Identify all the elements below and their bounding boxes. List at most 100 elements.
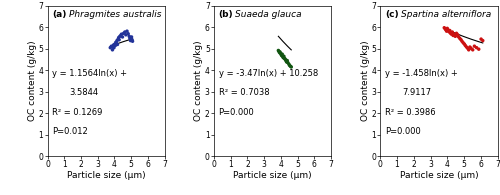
Point <box>108 48 116 51</box>
Point <box>114 36 122 39</box>
Point <box>466 45 474 49</box>
Point <box>277 53 285 56</box>
Text: y = 1.1564ln(x) +: y = 1.1564ln(x) + <box>52 69 127 78</box>
X-axis label: Particle size (μm): Particle size (μm) <box>67 171 146 180</box>
Text: P=0.000: P=0.000 <box>385 128 421 136</box>
Text: (b): (b) <box>218 10 233 19</box>
Point <box>448 30 456 34</box>
Point <box>116 35 124 38</box>
Point <box>452 32 460 35</box>
Point <box>282 58 290 61</box>
Point <box>286 65 294 68</box>
Point <box>444 28 452 31</box>
Text: R² = 0.1269: R² = 0.1269 <box>52 108 102 117</box>
Point <box>284 61 292 64</box>
Point <box>452 35 460 38</box>
Point <box>467 47 475 50</box>
X-axis label: Particle size (μm): Particle size (μm) <box>233 171 312 180</box>
Point <box>112 44 120 47</box>
Point <box>128 38 136 41</box>
Point <box>283 59 291 62</box>
Point <box>459 41 467 44</box>
Point <box>286 64 294 67</box>
Point <box>454 33 462 36</box>
Point <box>278 53 286 56</box>
Point <box>462 45 470 49</box>
Text: y = -1.458ln(x) +: y = -1.458ln(x) + <box>385 69 458 78</box>
Point <box>440 26 448 29</box>
Point <box>122 33 130 36</box>
Y-axis label: OC content (g/kg): OC content (g/kg) <box>361 41 370 121</box>
Point <box>112 41 120 44</box>
Text: (c): (c) <box>385 10 398 19</box>
Point <box>278 54 285 57</box>
Point <box>450 33 458 36</box>
Point <box>470 45 478 48</box>
Point <box>444 27 452 30</box>
Text: y = -3.47ln(x) + 10.258: y = -3.47ln(x) + 10.258 <box>218 69 318 78</box>
Text: P=0.000: P=0.000 <box>218 108 254 117</box>
Point <box>442 27 450 31</box>
Point <box>456 37 464 40</box>
Point <box>276 52 284 55</box>
Point <box>280 57 288 60</box>
Point <box>114 43 122 46</box>
Point <box>279 55 287 58</box>
Point <box>114 37 122 41</box>
Text: 7.9117: 7.9117 <box>402 89 432 98</box>
Point <box>124 32 132 35</box>
Point <box>287 66 295 69</box>
Point <box>449 34 457 37</box>
Point <box>282 60 290 64</box>
Point <box>281 58 289 61</box>
Point <box>121 30 129 34</box>
Point <box>120 32 128 35</box>
Point <box>475 48 483 51</box>
Text: (a): (a) <box>52 10 66 19</box>
Point <box>109 45 117 49</box>
Point <box>118 33 126 36</box>
Point <box>446 32 454 35</box>
Point <box>112 42 120 45</box>
Point <box>113 39 121 42</box>
Point <box>442 30 450 33</box>
Point <box>464 48 472 51</box>
Point <box>282 60 290 63</box>
Point <box>457 38 465 41</box>
Point <box>472 46 480 49</box>
Point <box>106 46 114 49</box>
Point <box>275 50 283 53</box>
Text: Spartina alterniflora: Spartina alterniflora <box>402 10 492 19</box>
Point <box>280 56 287 59</box>
Point <box>446 30 454 34</box>
Point <box>110 43 118 46</box>
Point <box>276 51 284 54</box>
Point <box>477 37 485 41</box>
Point <box>462 44 469 47</box>
Point <box>118 35 126 39</box>
Text: 3.5844: 3.5844 <box>70 89 99 98</box>
Point <box>274 49 282 52</box>
Point <box>464 47 471 50</box>
Point <box>454 35 462 39</box>
Point <box>280 55 288 58</box>
Text: P=0.012: P=0.012 <box>52 128 88 136</box>
Point <box>446 29 454 32</box>
Point <box>285 63 293 66</box>
Point <box>110 46 118 49</box>
Point <box>458 40 466 43</box>
Point <box>276 51 283 54</box>
Text: Phragmites australis: Phragmites australis <box>68 10 161 19</box>
Point <box>115 38 123 41</box>
Point <box>128 35 136 39</box>
Point <box>108 45 116 48</box>
Point <box>126 39 134 42</box>
Text: Suaeda glauca: Suaeda glauca <box>235 10 302 19</box>
Point <box>448 33 456 36</box>
Point <box>444 30 452 33</box>
Point <box>128 40 136 43</box>
Text: R² = 0.3986: R² = 0.3986 <box>385 108 436 117</box>
Point <box>442 28 450 31</box>
Point <box>479 39 487 42</box>
Point <box>468 48 476 51</box>
